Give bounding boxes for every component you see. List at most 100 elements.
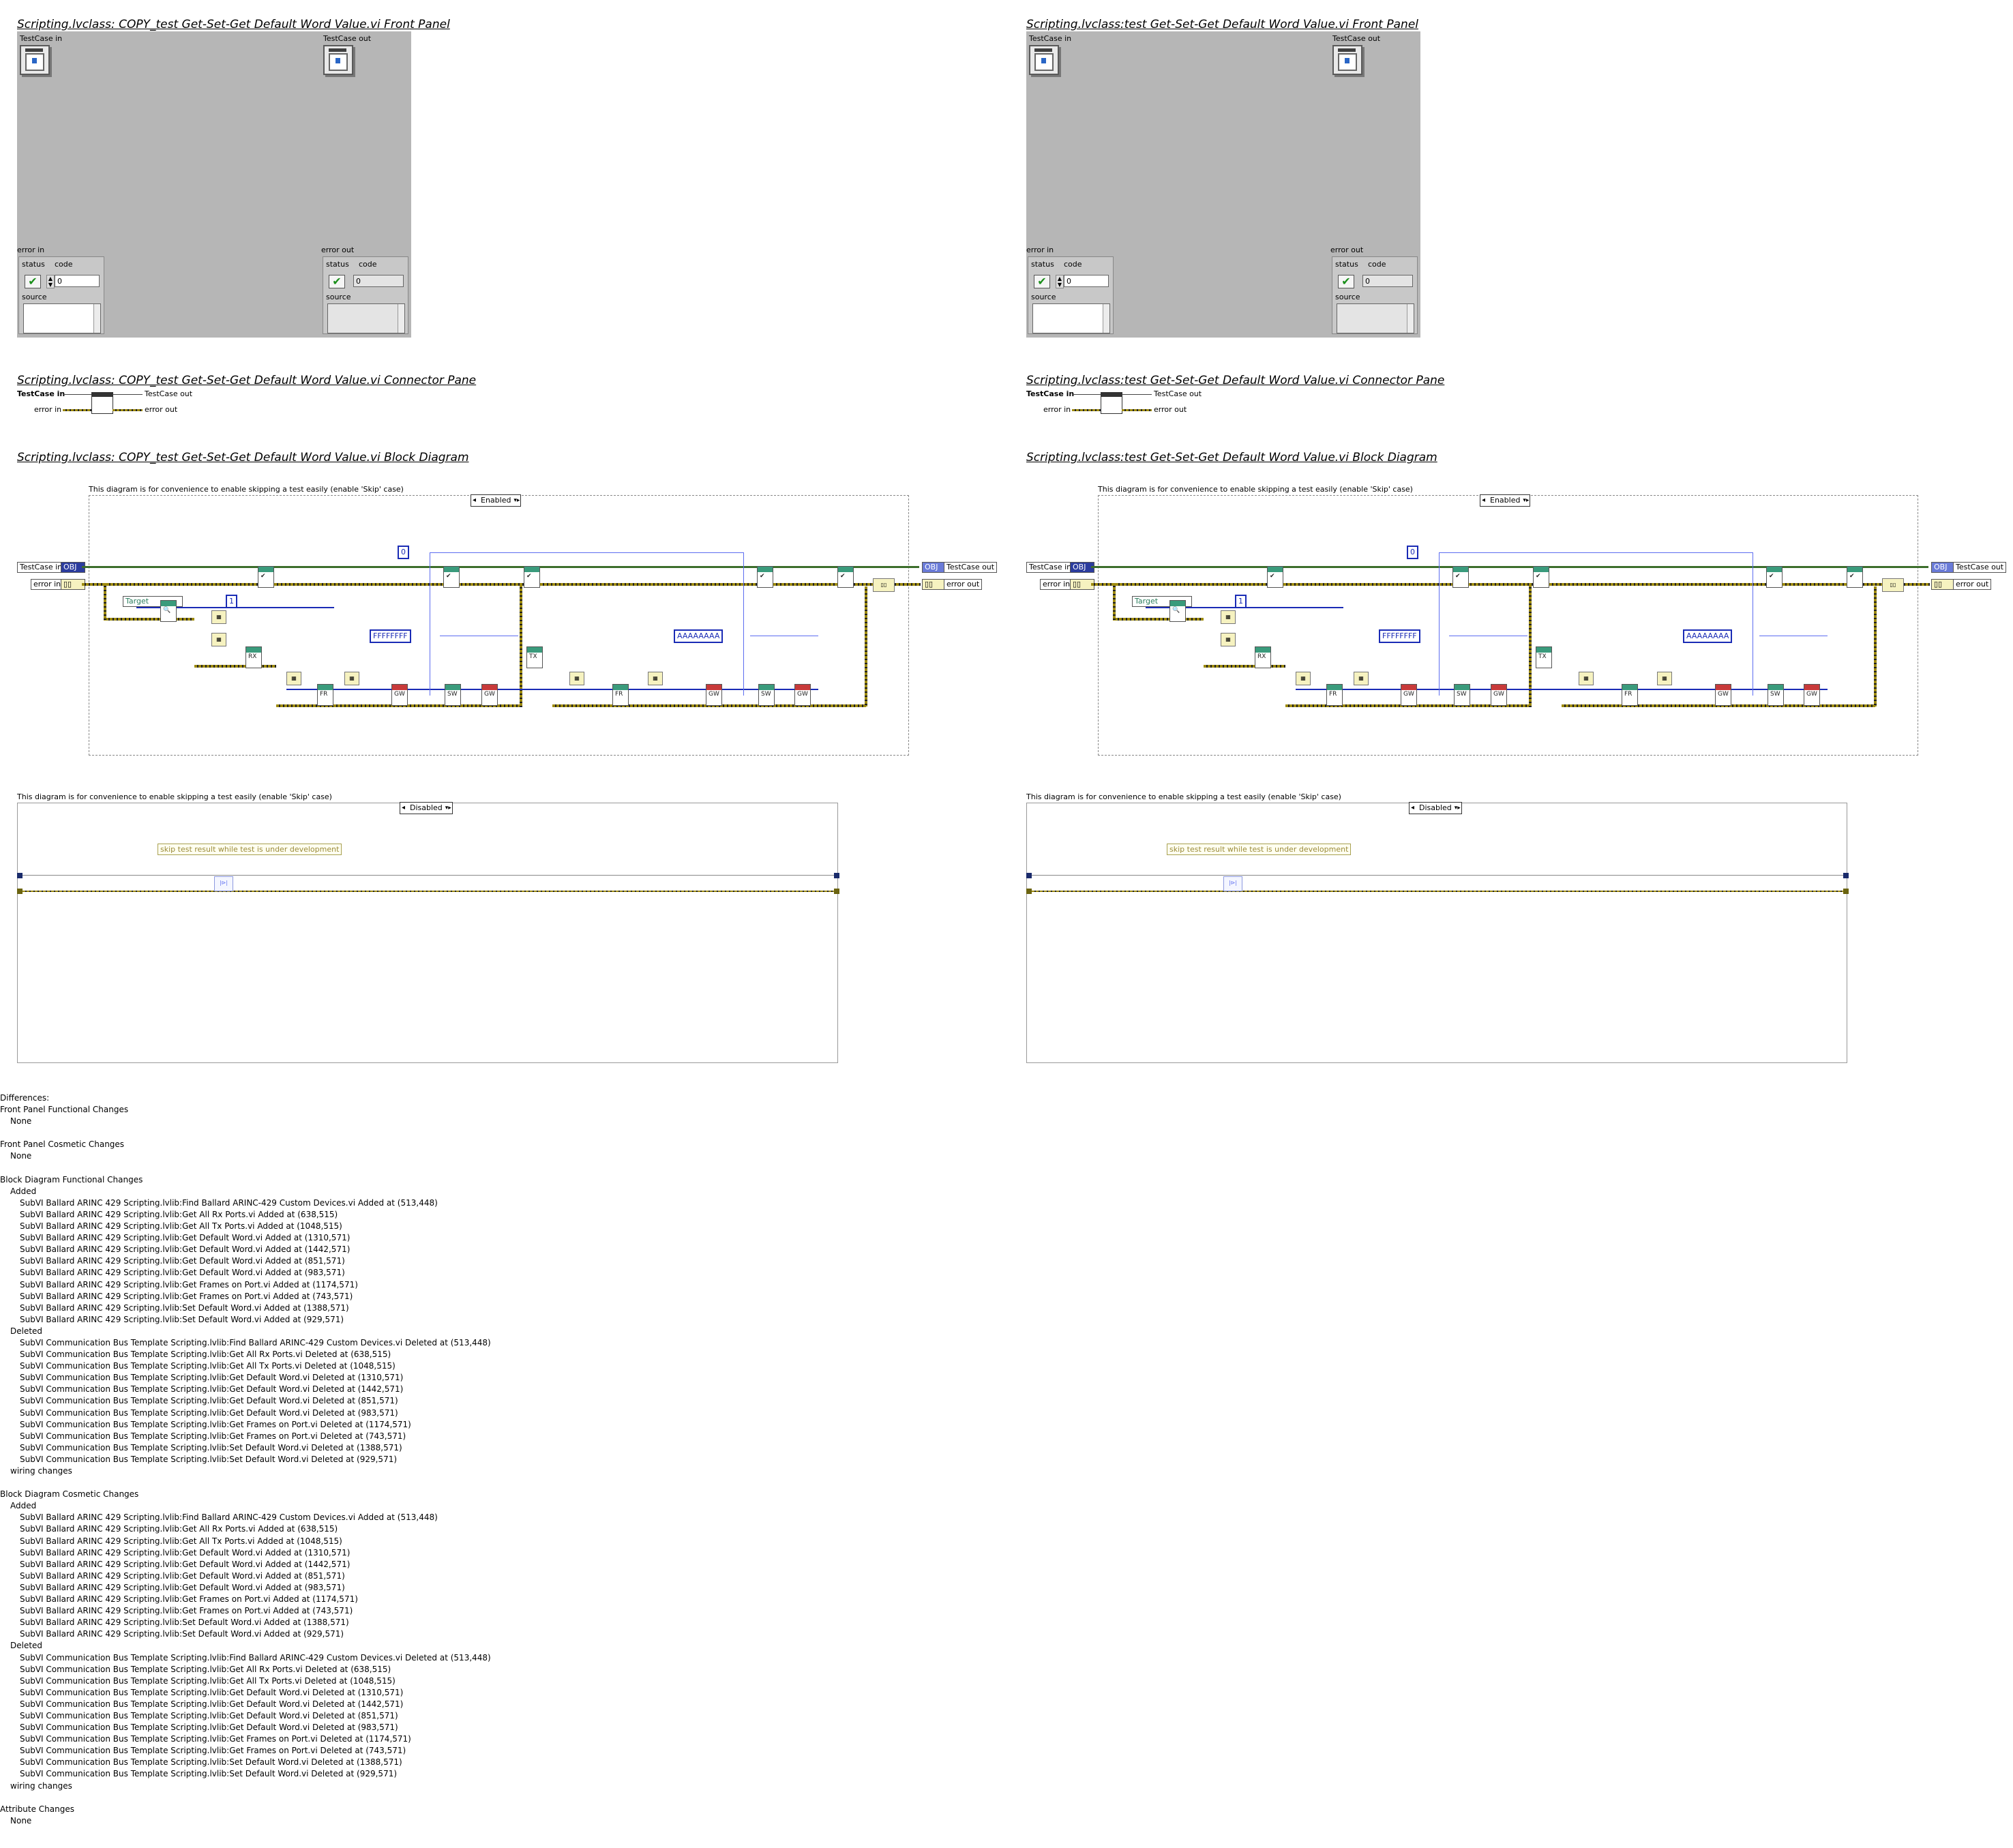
assert-equal-node[interactable]: ✔ xyxy=(1267,566,1283,588)
get-tx-ports-subvi[interactable]: TX xyxy=(1536,646,1552,668)
assert-equal-node[interactable]: ✔ xyxy=(1452,566,1469,588)
get-default-word-subvi[interactable]: GW xyxy=(1715,684,1731,706)
assert-equal-node[interactable]: ✔ xyxy=(757,566,773,588)
index-array-node[interactable]: ▦ xyxy=(569,672,584,685)
get-default-word-subvi[interactable]: GW xyxy=(1491,684,1507,706)
index-array-node[interactable]: ▦ xyxy=(1579,672,1594,685)
connector-error-wire xyxy=(1072,409,1101,411)
index-array-node[interactable]: ▦ xyxy=(1221,633,1236,646)
get-default-word-subvi[interactable]: GW xyxy=(481,684,498,706)
find-devices-subvi[interactable]: 🔍 xyxy=(1169,600,1186,622)
get-default-word-subvi[interactable]: GW xyxy=(391,684,408,706)
testcase-out-indicator-icon xyxy=(323,45,353,75)
index-array-node[interactable]: ▦ xyxy=(211,610,226,624)
testcase-in-label: TestCase in xyxy=(20,34,63,43)
differences-entry: SubVI Communication Bus Template Scripti… xyxy=(20,1675,396,1686)
case-selector-enabled[interactable]: Enabled xyxy=(1480,494,1531,507)
ffffffff-constant[interactable]: FFFFFFFF xyxy=(1379,629,1420,643)
get-default-word-subvi[interactable]: GW xyxy=(1401,684,1417,706)
aaaaaaaa-constant[interactable]: AAAAAAAA xyxy=(1683,629,1733,643)
status-label: status xyxy=(22,260,45,269)
code-label: code xyxy=(1368,260,1386,269)
get-default-word-subvi[interactable]: GW xyxy=(794,684,811,706)
diagram-disable-structure xyxy=(89,495,909,756)
source-field[interactable] xyxy=(1032,303,1110,333)
testcase-in-control-icon[interactable] xyxy=(1029,45,1059,75)
merge-errors-node[interactable]: ▯▯ xyxy=(873,578,895,592)
passthrough-wire xyxy=(1032,875,1845,876)
differences-heading: Block Diagram Functional Changes xyxy=(0,1174,143,1184)
differences-subheading: Added xyxy=(10,1501,37,1511)
placeholder-node[interactable]: |⊳| xyxy=(214,876,233,891)
index-array-node[interactable]: ▦ xyxy=(1354,672,1369,685)
ffffffff-constant[interactable]: FFFFFFFF xyxy=(370,629,411,643)
one-constant[interactable]: 1 xyxy=(226,595,237,608)
set-default-word-subvi[interactable]: SW xyxy=(1454,684,1470,706)
error-in-cluster: status code ✔ ▲ ▼ 0 source xyxy=(18,256,104,334)
get-rx-ports-subvi[interactable]: RX xyxy=(245,646,262,668)
index-array-node[interactable]: ▦ xyxy=(1221,610,1236,624)
set-default-word-subvi[interactable]: SW xyxy=(758,684,775,706)
index-array-node[interactable]: ▦ xyxy=(1296,672,1311,685)
set-default-word-subvi[interactable]: SW xyxy=(1768,684,1784,706)
code-label: code xyxy=(55,260,73,269)
assert-equal-node[interactable]: ✔ xyxy=(443,566,460,588)
code-spinner[interactable]: ▲ ▼ xyxy=(46,275,55,288)
find-devices-subvi[interactable]: 🔍 xyxy=(160,600,177,622)
connector-wire xyxy=(1072,394,1101,395)
case-selector-enabled[interactable]: Enabled xyxy=(471,494,522,507)
get-rx-ports-subvi[interactable]: RX xyxy=(1255,646,1271,668)
index-array-node[interactable]: ▦ xyxy=(211,633,226,646)
connector-testcase-in: TestCase in xyxy=(17,389,65,398)
source-field[interactable] xyxy=(23,303,101,333)
placeholder-node[interactable]: |⊳| xyxy=(1223,876,1242,891)
one-constant[interactable]: 1 xyxy=(1235,595,1247,608)
set-default-word-subvi[interactable]: SW xyxy=(445,684,461,706)
get-frames-on-port-subvi[interactable]: FR xyxy=(612,684,629,706)
zero-constant[interactable]: 0 xyxy=(1407,546,1418,559)
zero-constant[interactable]: 0 xyxy=(398,546,409,559)
get-tx-ports-subvi[interactable]: TX xyxy=(526,646,543,668)
merge-errors-node[interactable]: ▯▯ xyxy=(1882,578,1904,592)
aaaaaaaa-constant[interactable]: AAAAAAAA xyxy=(674,629,724,643)
error-wire xyxy=(1115,618,1204,621)
assert-equal-node[interactable]: ✔ xyxy=(1766,566,1783,588)
index-array-node[interactable]: ▦ xyxy=(286,672,301,685)
connector-error-wire xyxy=(63,409,91,411)
assert-equal-node[interactable]: ✔ xyxy=(1847,566,1863,588)
status-check-icon[interactable]: ✔ xyxy=(1034,275,1050,288)
differences-subheading: None xyxy=(10,1116,32,1127)
index-array-node[interactable]: ▦ xyxy=(1657,672,1672,685)
index-array-node[interactable]: ▦ xyxy=(344,672,359,685)
error-wire xyxy=(520,584,522,707)
get-default-word-subvi[interactable]: GW xyxy=(706,684,722,706)
case-selector-disabled[interactable]: Disabled xyxy=(1409,802,1462,814)
differences-entry: SubVI Communication Bus Template Scripti… xyxy=(20,1723,398,1733)
assert-equal-node[interactable]: ✔ xyxy=(837,566,854,588)
get-default-word-subvi[interactable]: GW xyxy=(1804,684,1820,706)
differences-entry: SubVI Communication Bus Template Scripti… xyxy=(20,1373,404,1383)
code-field[interactable]: 0 xyxy=(55,275,100,287)
differences-subheading: None xyxy=(10,1151,32,1161)
code-spinner[interactable]: ▲ ▼ xyxy=(1056,275,1064,288)
differences-heading xyxy=(0,1477,1002,1489)
error-out-label: error out xyxy=(1330,245,1364,254)
differences-entry: SubVI Communication Bus Template Scripti… xyxy=(20,1652,491,1663)
testcase-in-control-icon[interactable] xyxy=(20,45,50,75)
tunnel-terminal xyxy=(834,889,839,894)
differences-entry: SubVI Ballard ARINC 429 Scripting.lvlib:… xyxy=(20,1559,351,1569)
get-frames-on-port-subvi[interactable]: FR xyxy=(1622,684,1638,706)
code-field[interactable]: 0 xyxy=(1064,275,1109,287)
assert-equal-node[interactable]: ✔ xyxy=(1533,566,1549,588)
tunnel-terminal xyxy=(17,873,23,878)
get-frames-on-port-subvi[interactable]: FR xyxy=(317,684,333,706)
index-array-node[interactable]: ▦ xyxy=(648,672,663,685)
assert-equal-node[interactable]: ✔ xyxy=(258,566,274,588)
case-selector-disabled[interactable]: Disabled xyxy=(400,802,453,814)
get-frames-on-port-subvi[interactable]: FR xyxy=(1326,684,1343,706)
differences-entry: SubVI Ballard ARINC 429 Scripting.lvlib:… xyxy=(20,1314,344,1324)
connector-pane-icon xyxy=(91,392,113,414)
status-check-icon[interactable]: ✔ xyxy=(25,275,41,288)
assert-equal-node[interactable]: ✔ xyxy=(524,566,540,588)
connector-pane-title: Scripting.lvclass:test Get-Set-Get Defau… xyxy=(1026,374,1445,387)
